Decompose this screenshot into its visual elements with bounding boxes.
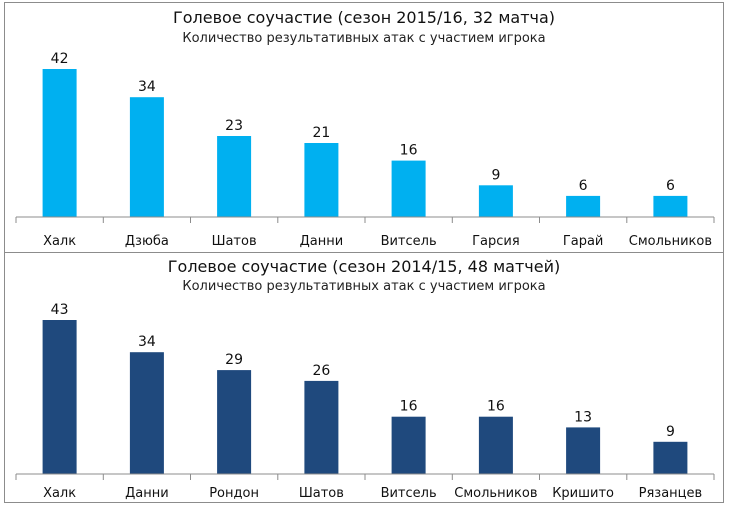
- data-label: 34: [138, 79, 156, 95]
- data-label: 9: [491, 167, 500, 183]
- bar-plot: 43 Халк 34 Данни 29 Рондон 26 Шатов 16 Витсель 16 С…: [15, 302, 715, 501]
- category-label: Витсель: [381, 234, 437, 249]
- category-label: Шатов: [212, 234, 257, 249]
- data-label: 29: [225, 352, 243, 368]
- category-label: Смольников: [454, 486, 537, 501]
- data-label: 6: [666, 178, 675, 194]
- data-label: 16: [400, 399, 418, 415]
- bar-Данни: [304, 143, 339, 217]
- bar-Халк: [42, 69, 77, 217]
- data-label: 16: [400, 143, 418, 159]
- bar-Шатов: [217, 136, 252, 217]
- bar-Рондон: [217, 370, 252, 474]
- category-label: Смольников: [629, 234, 712, 249]
- data-label: 23: [225, 118, 243, 134]
- chart-panel-2014-15: Голевое соучастие (сезон 2014/15, 48 мат…: [4, 252, 724, 503]
- category-label: Рондон: [209, 486, 259, 501]
- category-label: Халк: [43, 486, 76, 501]
- category-label: Халк: [43, 234, 76, 249]
- bar-Гарай: [566, 195, 601, 217]
- bar-Витсель: [391, 416, 426, 474]
- data-label: 6: [579, 178, 588, 194]
- chart-title: Голевое соучастие (сезон 2014/15, 48 мат…: [167, 257, 561, 276]
- data-label: 26: [312, 363, 330, 379]
- bar-Халк: [42, 320, 77, 474]
- data-label: 34: [138, 334, 156, 350]
- category-label: Гарай: [563, 234, 604, 249]
- chart-subtitle: Количество результативных атак с участие…: [182, 31, 546, 46]
- bar-Витсель: [391, 160, 426, 217]
- data-label: 16: [487, 399, 505, 415]
- category-label: Рязанцев: [639, 486, 703, 501]
- chart-title: Голевое соучастие (сезон 2015/16, 32 мат…: [172, 8, 556, 27]
- bar-plot: 42 Халк 34 Дзюба 23 Шатов 21 Данни 16 Витсель 9 Гар…: [15, 51, 715, 249]
- category-label: Витсель: [381, 486, 437, 501]
- bar-Смольников: [478, 416, 513, 474]
- category-label: Кришито: [552, 486, 614, 501]
- data-label: 21: [312, 125, 330, 141]
- category-label: Данни: [300, 234, 344, 249]
- bar-Смольников: [653, 195, 688, 217]
- category-label: Дзюба: [125, 234, 169, 249]
- chart-panel-2015-16: Голевое соучастие (сезон 2015/16, 32 мат…: [4, 2, 724, 254]
- bar-Гарсия: [478, 185, 513, 217]
- bar-Дзюба: [129, 97, 164, 217]
- bar-Шатов: [304, 380, 339, 474]
- data-label: 43: [51, 302, 69, 318]
- data-label: 9: [666, 424, 675, 440]
- bar-Данни: [129, 352, 164, 474]
- category-label: Данни: [125, 486, 169, 501]
- bar-Кришито: [566, 427, 601, 474]
- category-label: Шатов: [299, 486, 344, 501]
- data-label: 42: [51, 51, 69, 67]
- category-label: Гарсия: [472, 234, 520, 249]
- data-label: 13: [574, 409, 592, 425]
- bar-Рязанцев: [653, 441, 688, 474]
- chart-subtitle: Количество результативных атак с участие…: [182, 279, 546, 294]
